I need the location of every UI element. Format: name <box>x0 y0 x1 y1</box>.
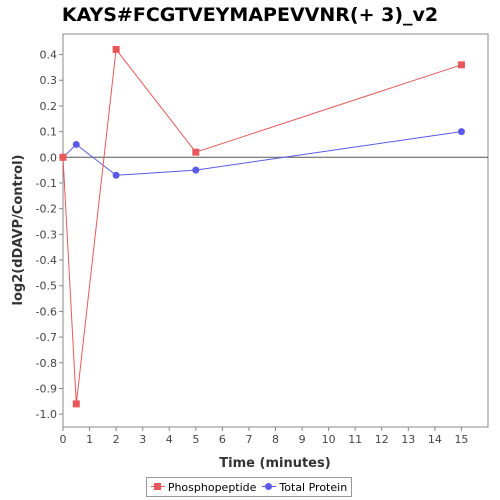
x-tick-label: 12 <box>375 433 389 446</box>
data-point-phosphopeptide <box>72 400 80 408</box>
x-tick-label: 11 <box>348 433 362 446</box>
x-tick-label: 10 <box>322 433 336 446</box>
legend-item-phosphopeptide: Phosphopeptide <box>150 480 257 494</box>
legend-label-total-protein: Total Protein <box>279 480 348 494</box>
y-tick-label: -0.8 <box>36 357 57 370</box>
x-tick-label: 1 <box>86 433 93 446</box>
y-axis-label: log2(dDAVP/Control) <box>11 155 26 306</box>
plot-area <box>62 33 489 428</box>
x-tick-label: 9 <box>299 433 306 446</box>
y-tick-label: -0.2 <box>36 203 57 216</box>
y-tick-label: 0.0 <box>40 151 58 164</box>
data-point-total-protein <box>112 171 120 179</box>
data-point-phosphopeptide <box>59 153 67 161</box>
data-point-total-protein <box>72 140 80 148</box>
legend-circle-marker-icon <box>262 482 277 492</box>
y-tick-label: -0.7 <box>36 331 57 344</box>
x-tick-label: 8 <box>272 433 279 446</box>
y-tick-label: -0.9 <box>36 382 57 395</box>
y-tick-label: -0.1 <box>36 177 57 190</box>
legend-item-total-protein: Total Protein <box>262 481 347 494</box>
x-tick-label: 13 <box>401 433 415 446</box>
x-tick-label: 5 <box>192 433 199 446</box>
y-tick-label: -0.5 <box>36 280 57 293</box>
data-point-phosphopeptide <box>112 45 120 53</box>
data-point-total-protein <box>457 128 465 136</box>
x-tick-label: 6 <box>219 433 226 446</box>
y-tick-label: 0.3 <box>40 74 58 87</box>
y-tick-label: 0.1 <box>40 126 58 139</box>
x-axis-label: Time (minutes) <box>219 456 330 471</box>
y-tick-label: -0.3 <box>36 228 57 241</box>
x-tick-label: 14 <box>428 433 442 446</box>
legend-label-phosphopeptide: Phosphopeptide <box>167 480 257 494</box>
x-tick-label: 15 <box>454 433 468 446</box>
y-tick-label: -0.4 <box>36 254 57 267</box>
x-tick-label: 0 <box>60 433 67 446</box>
y-tick-label: -0.6 <box>36 305 57 318</box>
chart-title: KAYS#FCGTVEYMAPEVVNR(+ 3)_v2 <box>61 4 439 26</box>
y-tick-label: -1.0 <box>36 408 57 421</box>
x-tick-label: 2 <box>113 433 120 446</box>
x-tick-label: 7 <box>245 433 252 446</box>
x-tick-label: 4 <box>166 433 173 446</box>
data-point-phosphopeptide <box>192 148 200 156</box>
legend: Phosphopeptide Total Protein <box>146 477 352 497</box>
legend-square-marker-icon <box>150 482 165 492</box>
y-tick-label: 0.4 <box>40 49 58 62</box>
x-tick-label: 3 <box>139 433 146 446</box>
y-tick-label: 0.2 <box>40 100 58 113</box>
data-point-total-protein <box>192 166 200 174</box>
data-point-phosphopeptide <box>457 61 465 69</box>
